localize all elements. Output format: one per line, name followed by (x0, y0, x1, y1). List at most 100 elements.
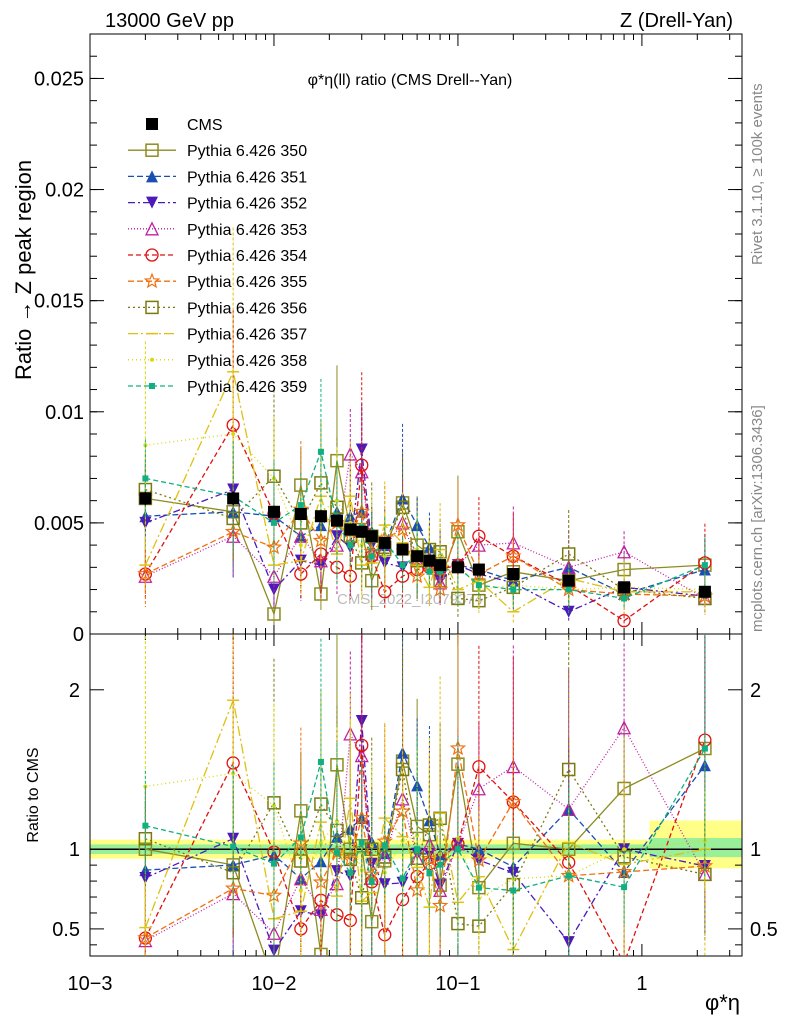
legend-marker (146, 118, 158, 130)
series-358-ratio-point (622, 847, 627, 852)
legend-item: Pythia 6.426 356 (128, 300, 307, 317)
legend-item: Pythia 6.426 350 (128, 143, 307, 160)
series-356-ratio-line (145, 768, 706, 927)
series-359-ratio-point (454, 846, 461, 853)
xtick-label: 1 (636, 973, 647, 995)
series-359-ratio-point (381, 842, 388, 849)
cms-point (411, 550, 424, 563)
cms-point (294, 508, 307, 520)
series-358-point (298, 543, 303, 548)
series-359-point (399, 562, 406, 569)
legend-marker (145, 248, 159, 262)
series-359-ratio-point (142, 822, 149, 829)
ratio-ytick-label-right: 1 (750, 839, 761, 861)
series-359-point (701, 562, 708, 569)
cms-point (507, 568, 520, 580)
series-359-point (297, 502, 304, 509)
ratio-ytick-label-left: 1 (69, 839, 80, 861)
series-357-line (144, 369, 705, 613)
series-359-point (368, 553, 375, 560)
legend: CMS Pythia 6.426 350 Pythia 6.426 351 Pythi… (128, 117, 307, 396)
series-359-ratio-point (297, 834, 304, 841)
cms-point (344, 523, 357, 536)
legend-item: Pythia 6.426 358 (128, 353, 307, 370)
series-354-point (355, 458, 369, 472)
cms-point (451, 561, 464, 574)
series-359-point (437, 568, 444, 575)
legend-item: Pythia 6.426 353 (128, 221, 307, 239)
series-355-point (137, 565, 154, 582)
series-355-ratio-point (363, 865, 380, 882)
main-data-layer (137, 227, 714, 628)
cms-point (314, 510, 327, 523)
main-panel: 0 0.005 0.01 0.015 0.02 0.025 (34, 33, 743, 646)
legend-item: Pythia 6.426 357 (128, 327, 307, 344)
series-355-point (312, 532, 330, 548)
legend-label: Pythia 6.426 354 (187, 248, 307, 265)
series-350-ratio-line (145, 747, 706, 956)
mcplots-label: mcplots.cern.ch [arXiv:1306.3436] (749, 405, 766, 632)
series-359-ratio-point (565, 872, 572, 879)
cms-point (423, 554, 436, 567)
series-355-ratio-point (505, 793, 522, 809)
series-358-point (231, 432, 236, 436)
cms-point (139, 492, 152, 505)
series-353-point (343, 446, 358, 461)
legend-item: Pythia 6.426 351 (128, 169, 307, 186)
cms-point (365, 530, 378, 543)
series-353-ratio-point (617, 720, 632, 735)
legend-item: CMS (146, 117, 223, 134)
series-355-ratio-point (449, 739, 467, 756)
series-359-ratio-point (510, 887, 517, 894)
series-359-ratio-line (145, 748, 706, 892)
series-352-ratio-point (472, 854, 485, 867)
legend-label: CMS (187, 117, 223, 134)
series-358-ratio-point (271, 803, 276, 808)
series-358-point (334, 498, 339, 503)
ratio-frame (89, 633, 743, 957)
series-359-point (565, 586, 572, 593)
series-359-line (145, 449, 706, 600)
cms-point (330, 514, 343, 527)
series-354-ratio-point (355, 738, 369, 752)
series-359-point (426, 568, 433, 575)
series-353-line (145, 452, 706, 599)
legend-label: Pythia 6.426 353 (187, 222, 307, 239)
series-352-line (145, 449, 705, 613)
main-ytick-label: 0.015 (34, 291, 84, 313)
cms-point (434, 559, 447, 572)
series-359-ratio-point (399, 875, 406, 882)
main-ytick-label: 0 (73, 624, 84, 646)
series-359-ratio-point (230, 843, 237, 850)
legend-label: Pythia 6.426 358 (187, 353, 307, 370)
series-359-point (475, 582, 482, 589)
series-359-ratio-point (358, 839, 365, 846)
series-354-ratio-point (618, 957, 630, 969)
series-358-point (511, 583, 516, 588)
xtick-label: 10−3 (67, 973, 112, 995)
cms-point (267, 505, 280, 518)
legend-label: Pythia 6.426 357 (187, 327, 307, 344)
series-359-ratio-point (437, 861, 444, 868)
series-359-ratio-point (317, 758, 324, 765)
series-359-point (347, 542, 354, 549)
axis-labels: Ratio → Z peak region Ratio to CMS φ*η φ*η(… (11, 72, 740, 1015)
analysis-watermark: CMS_2022_I2079374 (337, 591, 483, 608)
series-353-point (617, 544, 632, 559)
xlabel: φ*η (705, 990, 740, 1015)
cms-point (472, 563, 485, 576)
legend-marker (146, 170, 158, 183)
ratio-ytick-label-left: 2 (69, 680, 80, 702)
xtick-label: 10−2 (251, 973, 296, 995)
legend-item: Pythia 6.426 352 (128, 196, 307, 213)
main-ytick-label: 0.01 (45, 402, 84, 424)
process-label: Z (Drell-Yan) (620, 10, 733, 32)
series-353-ratio-point (471, 781, 486, 796)
legend-label: Pythia 6.426 356 (187, 300, 307, 317)
series-354-line (144, 423, 706, 622)
series-359-ratio-point (426, 870, 433, 877)
legend-label: Pythia 6.426 351 (187, 169, 307, 186)
legend-marker (149, 383, 155, 389)
legend-marker (145, 300, 159, 315)
cms-point (378, 536, 391, 549)
